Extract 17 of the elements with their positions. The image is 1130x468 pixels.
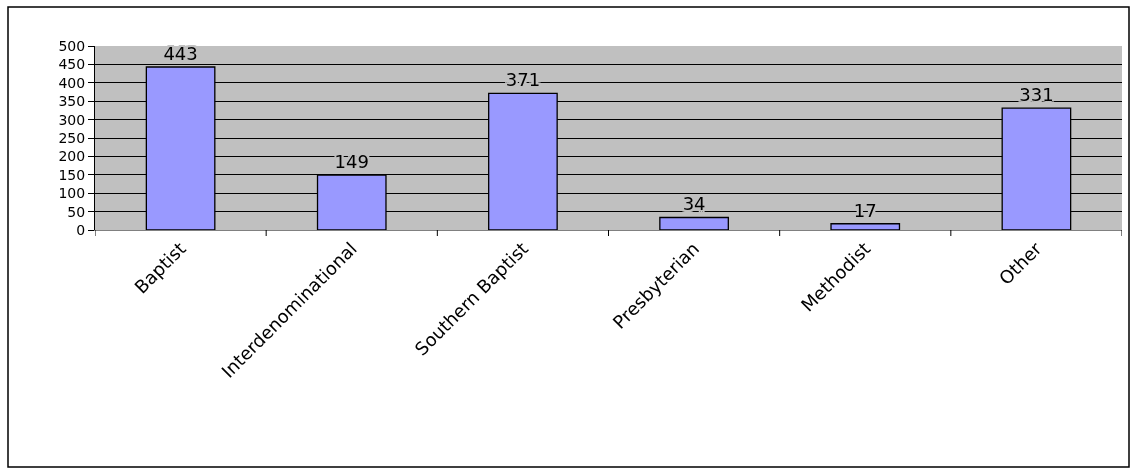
y-tick-label: 0 [76,221,86,238]
data-label: 34 [682,193,706,215]
y-tick-label: 400 [58,74,86,91]
y-tick-label: 150 [58,166,86,183]
y-tick-label: 50 [67,203,86,220]
data-label: 443 [163,42,198,64]
bar [830,223,901,230]
data-label: 331 [1019,84,1054,106]
data-label: 149 [334,151,369,173]
y-tick-label: 450 [58,56,86,73]
y-tick-label: 300 [58,111,86,128]
y-tick-label: 350 [58,93,86,110]
bar [659,216,729,230]
y-tick-label: 100 [58,185,86,202]
y-tick-label: 250 [58,129,86,146]
y-tick-label: 200 [58,148,86,165]
y-tick-label: 500 [58,37,86,54]
